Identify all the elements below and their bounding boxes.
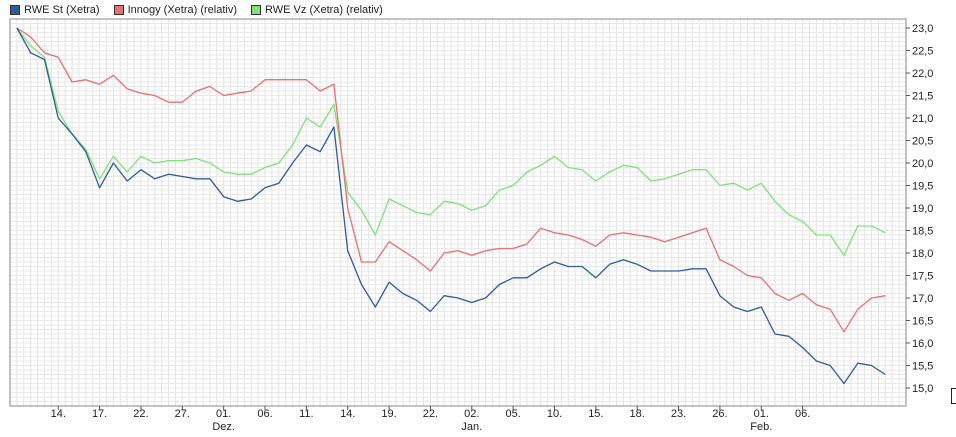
y-tick-label: 19,0 <box>912 203 933 215</box>
series-line-innogy-xetra-relativ[interactable] <box>16 27 886 333</box>
legend-item-rwe-st[interactable]: RWE St (Xetra) <box>10 4 100 16</box>
x-axis-labels: 14. 17. 22. 27. 01. 06. 11. 14. 19. 22. 02. 05. 10. 1… <box>51 406 810 433</box>
x-month-label: Feb. <box>750 421 772 433</box>
series-line-rwe-st-xetra[interactable] <box>16 27 886 385</box>
legend-swatch-rwe-st <box>10 5 20 15</box>
series-layer <box>16 27 886 385</box>
legend-item-innogy[interactable]: Innogy (Xetra) (relativ) <box>113 4 238 16</box>
corner-bracket-mark <box>951 388 956 404</box>
x-month-label: Jan. <box>461 421 482 433</box>
y-tick-label: 23,0 <box>912 23 933 35</box>
x-tick-label: 18. <box>630 408 645 420</box>
x-tick-label: 02. <box>464 408 479 420</box>
x-tick-label: 05. <box>505 408 520 420</box>
legend-label-rwe-st: RWE St (Xetra) <box>24 4 100 16</box>
legend: RWE St (Xetra) Innogy (Xetra) (relativ) … <box>10 3 383 17</box>
x-tick-label: 14. <box>340 408 355 420</box>
y-tick-label: 22,0 <box>912 68 933 80</box>
x-tick-label: 15. <box>588 408 603 420</box>
x-tick-label: 06. <box>795 408 810 420</box>
y-tick-label: 17,0 <box>912 293 933 305</box>
y-tick-label: 16,0 <box>912 338 933 350</box>
series-line-rwe-vz-xetra-relativ[interactable] <box>16 27 886 256</box>
x-tick-label: 22. <box>133 408 148 420</box>
x-tick-label: 11. <box>299 408 313 420</box>
x-tick-label: 17. <box>92 408 107 420</box>
legend-swatch-rwe-vz <box>251 5 262 15</box>
y-tick-label: 21,0 <box>912 113 933 125</box>
legend-swatch-innogy <box>113 5 124 15</box>
x-tick-label: 26. <box>712 408 727 420</box>
x-tick-label: 06. <box>257 408 272 420</box>
y-tick-label: 20,5 <box>912 136 933 148</box>
y-tick-label: 20,0 <box>912 158 933 170</box>
x-tick-label: 19. <box>381 408 396 420</box>
x-tick-label: 01. <box>216 408 231 420</box>
y-tick-label: 21,5 <box>912 91 933 103</box>
x-tick-label: 23. <box>671 408 686 420</box>
x-tick-label: 22. <box>423 408 438 420</box>
legend-label-rwe-vz: RWE Vz (Xetra) (relativ) <box>265 4 383 16</box>
y-axis-labels: 23,0 22,5 22,0 21,5 21,0 20,5 20,0 19,5 19,0 18,5… <box>906 23 933 395</box>
x-tick-label: 10. <box>547 408 562 420</box>
y-tick-label: 22,5 <box>912 46 933 58</box>
legend-item-rwe-vz[interactable]: RWE Vz (Xetra) (relativ) <box>251 4 383 16</box>
y-tick-label: 15,0 <box>912 383 933 395</box>
chart-grid <box>10 18 906 407</box>
plot-frame <box>9 18 907 407</box>
legend-label-innogy: Innogy (Xetra) (relativ) <box>127 4 238 16</box>
y-tick-label: 16,5 <box>912 316 933 328</box>
y-tick-label: 18,5 <box>912 226 933 238</box>
x-month-label: Dez. <box>212 421 235 433</box>
y-tick-label: 15,5 <box>912 361 933 373</box>
y-tick-label: 17,5 <box>912 271 933 283</box>
x-tick-label: 01. <box>754 408 769 420</box>
y-tick-label: 18,0 <box>912 248 933 260</box>
y-tick-label: 19,5 <box>912 181 933 193</box>
x-tick-label: 27. <box>175 408 190 420</box>
x-tick-label: 14. <box>51 408 66 420</box>
